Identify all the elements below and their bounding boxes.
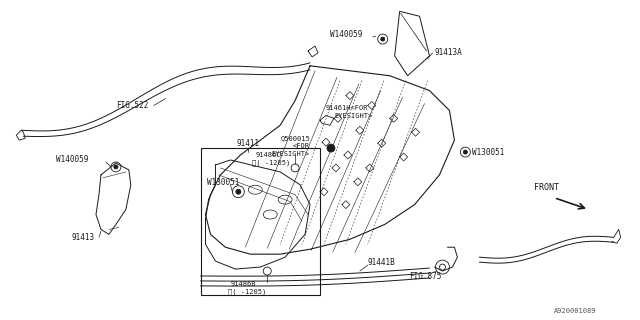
Text: W140059: W140059 (330, 30, 362, 39)
Text: EYESIGHT>: EYESIGHT> (334, 113, 372, 119)
Text: 91413: 91413 (71, 233, 94, 242)
Text: 91413A: 91413A (435, 48, 462, 57)
Text: 91411: 91411 (237, 139, 260, 148)
Circle shape (327, 144, 335, 152)
Text: 91486B: 91486B (230, 281, 256, 287)
Text: 91486C: 91486C (255, 152, 281, 158)
Text: 91441B: 91441B (368, 258, 396, 267)
Text: FRONT: FRONT (534, 183, 559, 192)
Circle shape (114, 165, 118, 169)
Text: 91461H<FOR: 91461H<FOR (326, 106, 369, 111)
Text: Q500015: Q500015 (280, 135, 310, 141)
Text: W140059: W140059 (56, 156, 88, 164)
Text: A920001089: A920001089 (554, 308, 596, 314)
Text: ※( -1205): ※( -1205) (228, 289, 267, 295)
Text: FIG.875: FIG.875 (410, 272, 442, 282)
Text: W130051: W130051 (472, 148, 505, 156)
Text: W130051: W130051 (207, 178, 240, 187)
Circle shape (236, 189, 241, 194)
Circle shape (463, 150, 467, 154)
Text: FIG.522: FIG.522 (116, 101, 148, 110)
Circle shape (381, 37, 385, 41)
Text: <FOR: <FOR (293, 143, 310, 149)
Text: ※( -1205): ※( -1205) (252, 160, 291, 166)
Text: EYESIGHT>: EYESIGHT> (272, 151, 310, 157)
